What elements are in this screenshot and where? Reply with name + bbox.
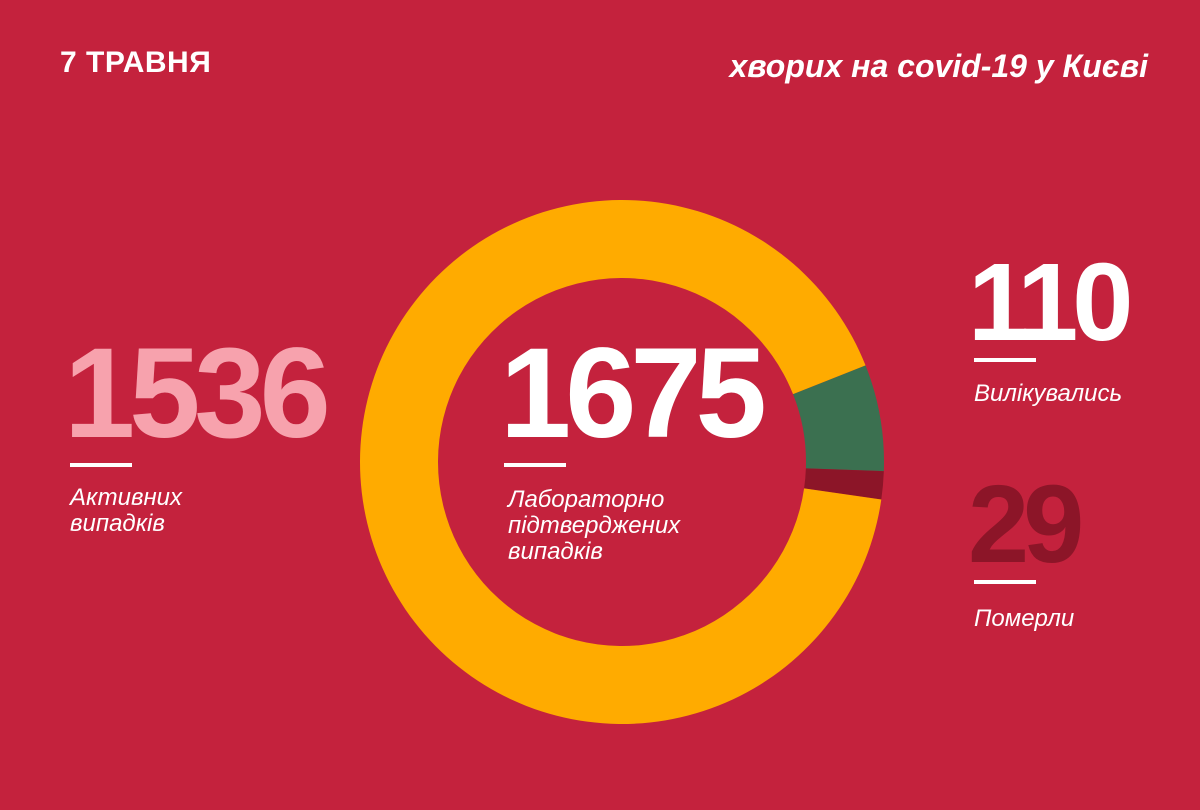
confirmed-cases-label-line2: підтверджених [508, 512, 681, 539]
died-number: 29 [968, 463, 1084, 586]
active-cases-number: 1536 [64, 322, 331, 465]
confirmed-cases-number: 1675 [500, 322, 767, 465]
date-label: 7 ТРАВНЯ [60, 46, 212, 79]
recovered-divider [974, 358, 1036, 362]
died-divider [974, 580, 1036, 584]
active-cases-label-line1: Активних [70, 484, 183, 511]
confirmed-cases-label-line3: випадків [508, 538, 603, 565]
donut-slice-recovered [793, 365, 884, 472]
recovered-label: Вилікувались [974, 380, 1123, 407]
donut-slice-died [804, 468, 884, 500]
active-cases-label-line2: випадків [70, 510, 165, 537]
donut-chart [359, 199, 884, 724]
confirmed-cases-divider [504, 463, 566, 467]
died-label: Померли [974, 605, 1075, 632]
active-cases-label: Активних випадків [70, 485, 270, 537]
confirmed-cases-label: Лабораторно підтверджених випадків [508, 487, 768, 565]
recovered-number: 110 [968, 241, 1133, 364]
header-title: хворих на covid-19 у Києві [729, 48, 1148, 84]
donut-slice-active [359, 199, 882, 724]
active-cases-divider [70, 463, 132, 467]
confirmed-cases-label-line1: Лабораторно [508, 486, 665, 513]
